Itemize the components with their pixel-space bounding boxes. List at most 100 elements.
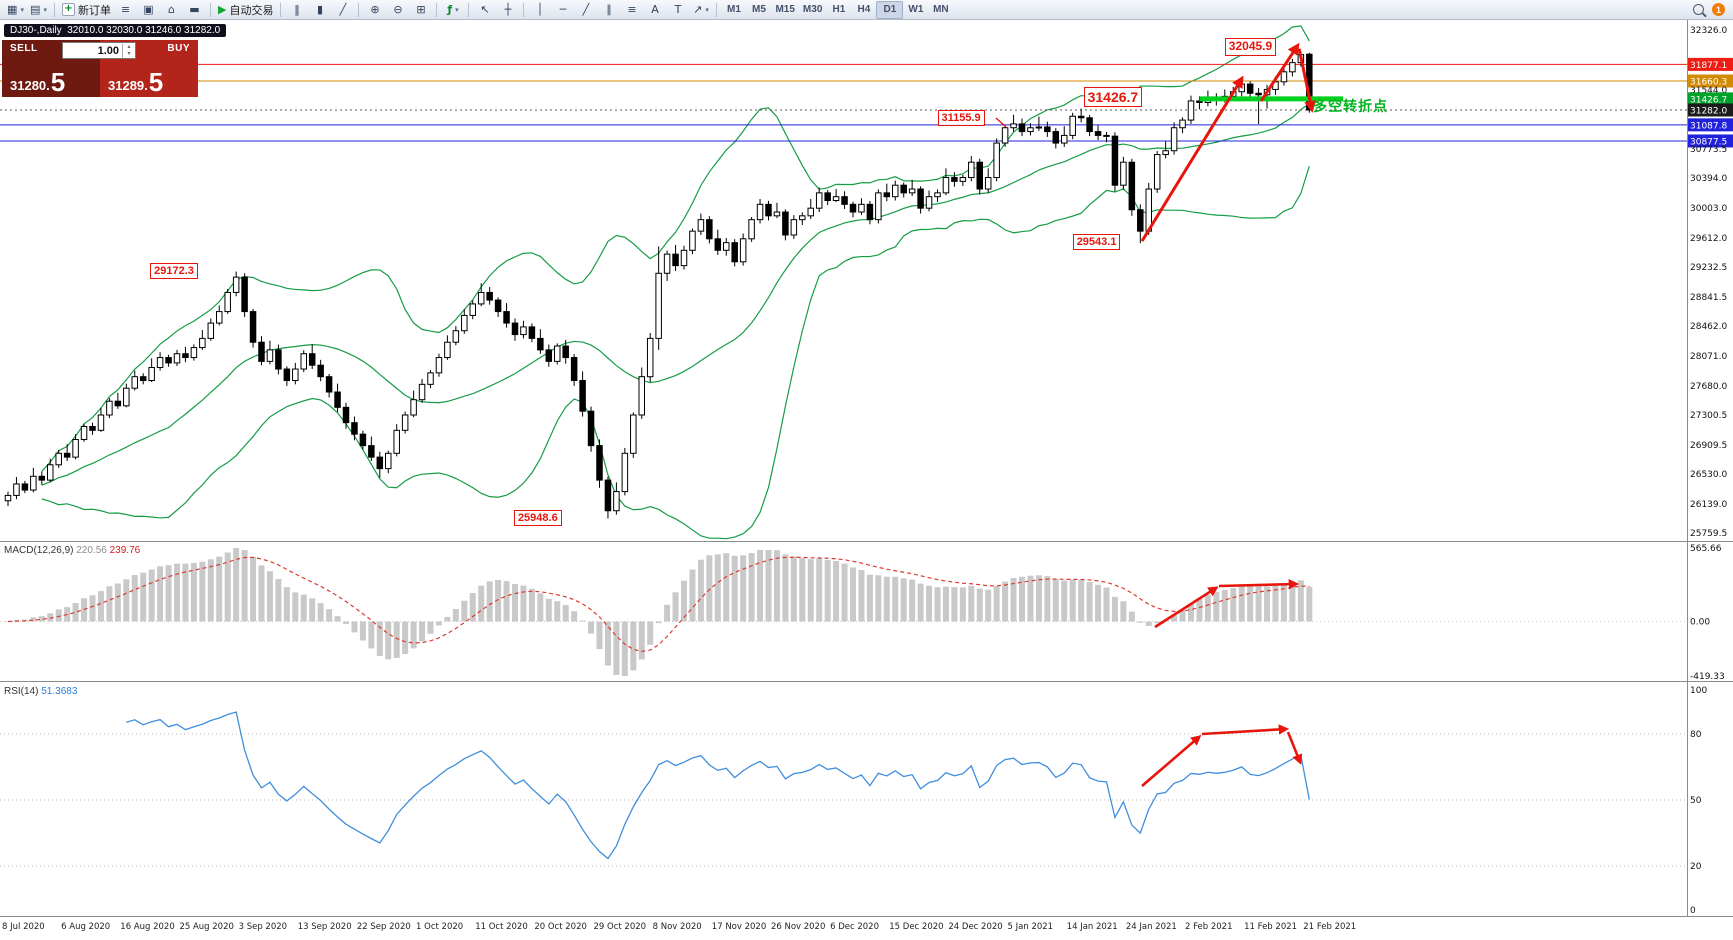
- timeframe-m5-button[interactable]: M5: [752, 4, 766, 15]
- svg-text:27300.5: 27300.5: [1690, 411, 1727, 421]
- new-chart-icon: ▦: [7, 3, 18, 16]
- text-button[interactable]: A: [643, 2, 666, 18]
- lot-increase-button[interactable]: ▴: [127, 43, 131, 50]
- zoom-in-button[interactable]: ⊕: [363, 2, 386, 18]
- price-annotation[interactable]: 25948.6: [513, 509, 562, 526]
- horizontal-line-button[interactable]: ─: [551, 2, 574, 18]
- arrows-tool-caret-icon[interactable]: ▾: [705, 6, 709, 14]
- timeframe-m15-button[interactable]: M15: [775, 4, 795, 15]
- trend-line-button[interactable]: ╱: [574, 2, 597, 18]
- svg-text:31660.3: 31660.3: [1690, 77, 1727, 87]
- bid-price-big: 5: [50, 67, 66, 98]
- tile-windows-button[interactable]: ⊞: [409, 2, 432, 18]
- svg-text:26 Nov 2020: 26 Nov 2020: [771, 922, 825, 932]
- svg-text:26909.5: 26909.5: [1690, 441, 1727, 451]
- notification-badge[interactable]: 1: [1712, 3, 1725, 16]
- profiles-icon: ▤: [30, 3, 41, 16]
- zoom-in-icon: ⊕: [370, 3, 380, 16]
- timeframe-m1-button[interactable]: M1: [727, 4, 741, 15]
- timeframe-h4-button[interactable]: H4: [857, 4, 871, 15]
- trend-line-icon: ╱: [582, 3, 590, 16]
- arrows-tool-button[interactable]: ↗ ▾: [689, 2, 712, 18]
- toolbar-separator: [468, 2, 470, 17]
- indicators-caret-icon[interactable]: ▾: [455, 6, 459, 14]
- annotation-note[interactable]: 多空转折点: [1313, 98, 1388, 114]
- new-chart-caret-icon[interactable]: ▾: [20, 6, 24, 14]
- lot-decrease-button[interactable]: ▾: [127, 50, 131, 57]
- svg-text:21 Feb 2021: 21 Feb 2021: [1303, 922, 1356, 932]
- svg-text:16 Aug 2020: 16 Aug 2020: [120, 922, 174, 932]
- svg-text:-419.33: -419.33: [1690, 672, 1725, 682]
- terminal-button[interactable]: ▬: [183, 2, 206, 18]
- new-chart-button[interactable]: ▦ ▾: [4, 2, 27, 18]
- equidistant-channel-icon: ∥: [606, 3, 612, 16]
- new-order-button[interactable]: + 新订单: [59, 2, 114, 18]
- svg-text:32326.0: 32326.0: [1690, 26, 1727, 36]
- candlesticks-button[interactable]: ▮: [308, 2, 331, 18]
- one-click-trading-panel: SELL 31280. 5 BUY 31289. 5 1.00 ▴ ▾: [2, 40, 198, 97]
- market-watch-button[interactable]: ≡: [114, 2, 137, 18]
- cursor-button[interactable]: ↖: [473, 2, 496, 18]
- search-icon[interactable]: [1693, 4, 1704, 15]
- vertical-line-icon: │: [536, 3, 544, 16]
- svg-text:20 Oct 2020: 20 Oct 2020: [534, 922, 587, 932]
- rsi-name: RSI(14): [4, 686, 39, 697]
- toolbar-separator: [716, 2, 718, 17]
- svg-text:24 Dec 2020: 24 Dec 2020: [948, 922, 1002, 932]
- line-chart-button[interactable]: ╱: [331, 2, 354, 18]
- vertical-line-button[interactable]: │: [528, 2, 551, 18]
- svg-text:24 Jan 2021: 24 Jan 2021: [1126, 922, 1177, 932]
- svg-text:30394.0: 30394.0: [1690, 174, 1727, 184]
- svg-text:25 Aug 2020: 25 Aug 2020: [179, 922, 233, 932]
- svg-text:29 Oct 2020: 29 Oct 2020: [594, 922, 647, 932]
- svg-text:28462.0: 28462.0: [1690, 322, 1727, 332]
- auto-trading-button[interactable]: ▶ 自动交易: [215, 2, 276, 18]
- text-label-button[interactable]: T: [666, 2, 689, 18]
- price-annotation[interactable]: 31155.9: [937, 109, 985, 126]
- zoom-out-button[interactable]: ⊖: [386, 2, 409, 18]
- svg-text:30877.5: 30877.5: [1690, 137, 1727, 147]
- navigator-button[interactable]: ⌂: [160, 2, 183, 18]
- ask-price: 31289. 5: [108, 67, 164, 98]
- svg-text:565.66: 565.66: [1690, 544, 1722, 554]
- profiles-caret-icon[interactable]: ▾: [43, 6, 47, 14]
- price-annotation[interactable]: 32045.9: [1224, 38, 1277, 57]
- ohlc-bars-button[interactable]: ‖: [285, 2, 308, 18]
- macd-value-signal: 239.76: [109, 545, 141, 556]
- symbol-ohlc-label: DJ30-,Daily 32010.0 32030.0 31246.0 3128…: [4, 24, 227, 37]
- indicators-button[interactable]: ƒ ▾: [441, 2, 464, 18]
- macd-name: MACD(12,26,9): [4, 545, 74, 556]
- price-annotation[interactable]: 29172.3: [150, 262, 198, 279]
- text-label-icon: T: [674, 3, 682, 16]
- svg-text:0: 0: [1690, 906, 1696, 916]
- cursor-icon: ↖: [480, 3, 490, 16]
- fibonacci-button[interactable]: ≡: [620, 2, 643, 18]
- market-watch-icon: ≡: [120, 3, 131, 16]
- timeframe-w1-button[interactable]: W1: [908, 4, 924, 15]
- price-annotation[interactable]: 31426.7: [1083, 86, 1143, 108]
- ask-price-big: 5: [148, 67, 164, 98]
- timeframe-h1-button[interactable]: H1: [832, 4, 846, 15]
- price-axis[interactable]: [1688, 20, 1733, 916]
- timeframe-mn-button[interactable]: MN: [933, 4, 949, 15]
- svg-text:6 Dec 2020: 6 Dec 2020: [830, 922, 879, 932]
- timeframe-m30-button[interactable]: M30: [802, 4, 823, 15]
- profiles-button[interactable]: ▤ ▾: [27, 2, 50, 18]
- time-axis[interactable]: [0, 917, 1687, 940]
- crosshair-button[interactable]: ┼: [496, 2, 519, 18]
- equidistant-channel-button[interactable]: ∥: [597, 2, 620, 18]
- lot-size-field[interactable]: 1.00 ▴ ▾: [62, 42, 136, 59]
- candlesticks-icon: ▮: [316, 3, 323, 16]
- timeframe-d1-button[interactable]: D1: [876, 0, 904, 19]
- svg-text:0.00: 0.00: [1690, 618, 1710, 628]
- sell-label: SELL: [10, 43, 38, 54]
- price-annotation[interactable]: 29543.1: [1072, 234, 1121, 251]
- lot-spinner: ▴ ▾: [122, 43, 135, 58]
- zoom-out-icon: ⊖: [393, 3, 403, 16]
- svg-text:100: 100: [1690, 686, 1707, 696]
- data-window-button[interactable]: ▣: [137, 2, 160, 18]
- toolbar-separator: [280, 2, 282, 17]
